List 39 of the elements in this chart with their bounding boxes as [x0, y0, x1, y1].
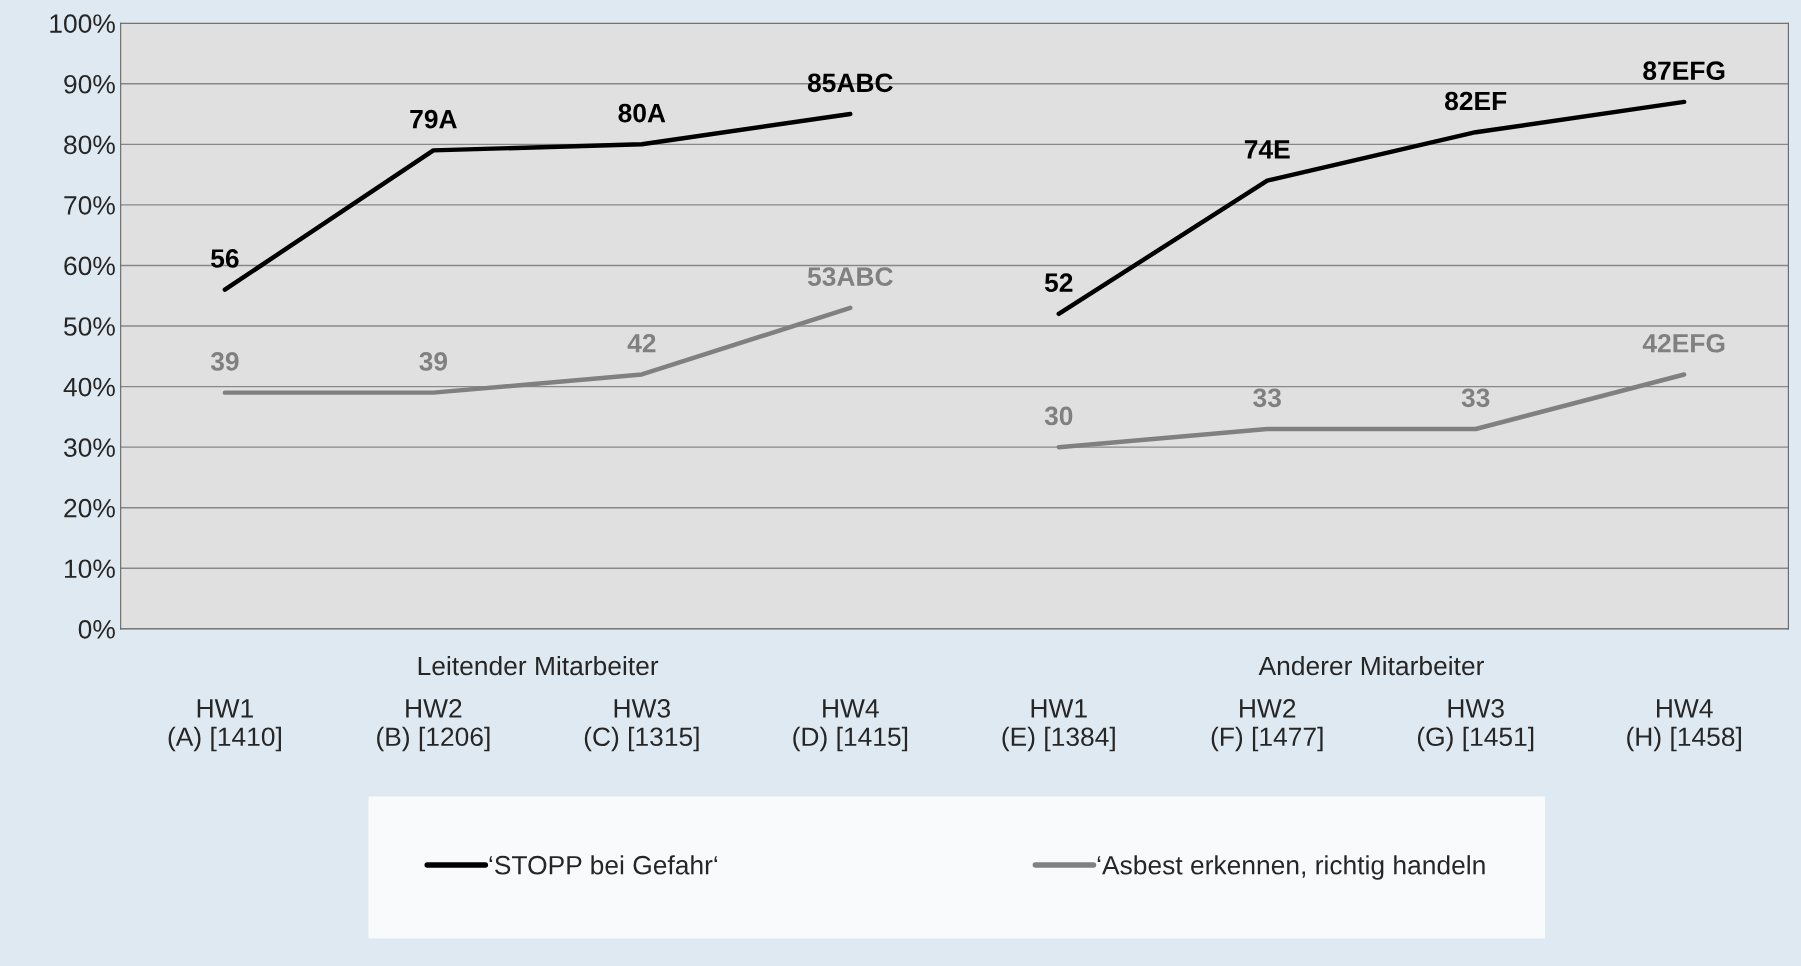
x-tick-label: HW1 (A) [1410] [168, 699, 281, 752]
y-tick-label: 20% [64, 498, 115, 518]
data-label: 33 [1253, 388, 1281, 408]
legend-label: ‘Asbest erkennen, richtig handeln [1097, 855, 1485, 880]
data-label: 42 [627, 333, 656, 353]
legend-label: ‘STOPP bei Gefahr‘ [489, 855, 718, 875]
data-label: 80A [618, 103, 666, 123]
y-tick-label: 0% [78, 620, 115, 639]
x-tick-label: HW2 (B) [1206] [377, 699, 490, 752]
y-tick-label: 70% [64, 196, 115, 215]
data-label: 85ABC [807, 73, 893, 93]
data-label: 30 [1044, 406, 1073, 426]
x-tick-label: HW4 (D) [1415] [793, 699, 908, 752]
text: Anderer Mitarbeiter [1258, 655, 1484, 676]
data-label: 53ABC [807, 267, 893, 287]
data-label: 74E [1244, 140, 1290, 159]
y-tick-label: 30% [64, 438, 115, 457]
data-label: 39 [419, 352, 448, 371]
data-label: 39 [210, 352, 239, 371]
x-tick-label: HW2 (F) [1477] [1211, 699, 1323, 752]
text: Leitender Mitarbeiter [418, 655, 659, 676]
data-label: 52 [1044, 273, 1073, 293]
data-label: 56 [211, 249, 239, 268]
x-tick-label: HW1 (E) [1384] [1002, 699, 1115, 752]
y-tick-label: 100% [50, 14, 115, 34]
y-tick-label: 80% [64, 135, 115, 155]
data-label: 82EF [1445, 91, 1507, 111]
y-tick-label: 90% [64, 74, 115, 94]
x-tick-label: HW4 (H) [1458] [1627, 699, 1741, 752]
data-label: 42EFG [1642, 333, 1725, 353]
x-tick-label: HW3 (C) [1315] [584, 699, 699, 752]
data-label: 79A [410, 109, 457, 129]
y-tick-label: 60% [64, 256, 115, 276]
data-label: 33 [1461, 388, 1490, 408]
y-tick-label: 50% [64, 317, 115, 336]
x-tick-label: HW3 (G) [1451] [1417, 699, 1534, 752]
y-tick-label: 10% [65, 559, 115, 579]
y-tick-label: 40% [63, 377, 115, 397]
data-label: 87EFG [1643, 61, 1725, 81]
